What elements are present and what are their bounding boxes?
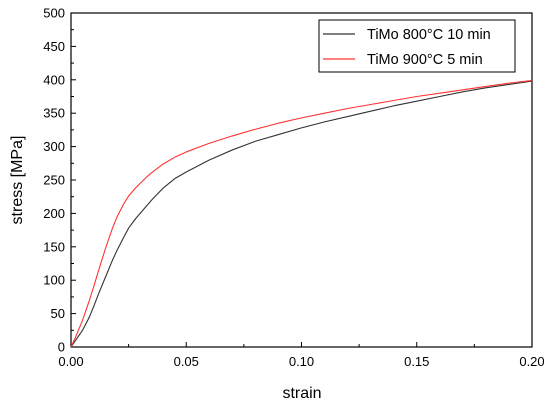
x-tick-label: 0.10 [289, 354, 314, 369]
x-tick-label: 0.15 [404, 354, 429, 369]
x-axis-title: strain [282, 385, 321, 402]
y-tick-label: 300 [43, 139, 65, 154]
axis-ticks [70, 12, 533, 348]
legend: TiMo 800°C 10 min TiMo 900°C 5 min [318, 19, 516, 73]
y-tick-label: 0 [58, 340, 65, 355]
y-tick-label: 250 [43, 173, 65, 188]
series-lines [70, 79, 533, 348]
series-line-900c [70, 79, 533, 348]
y-tick-label: 450 [43, 39, 65, 54]
x-tick-label: 0.20 [519, 354, 544, 369]
x-tick-label: 0.05 [174, 354, 199, 369]
y-tick-label: 200 [43, 206, 65, 221]
tick-labels: 0 50 100 150 200 250 300 350 400 450 500 0.00 0.05 0.… [43, 6, 544, 370]
y-tick-label: 500 [43, 6, 65, 21]
y-tick-label: 350 [43, 106, 65, 121]
y-tick-label: 100 [43, 273, 65, 288]
y-tick-label: 50 [51, 306, 65, 321]
y-tick-label: 150 [43, 239, 65, 254]
series-line-800c [70, 80, 533, 348]
legend-box [318, 19, 516, 73]
x-tick-label: 0.00 [58, 354, 83, 369]
legend-label-900c: TiMo 900°C 5 min [367, 52, 483, 68]
y-axis-title: stress [MPa] [9, 136, 26, 225]
legend-label-800c: TiMo 800°C 10 min [367, 27, 491, 43]
y-tick-label: 400 [43, 72, 65, 87]
